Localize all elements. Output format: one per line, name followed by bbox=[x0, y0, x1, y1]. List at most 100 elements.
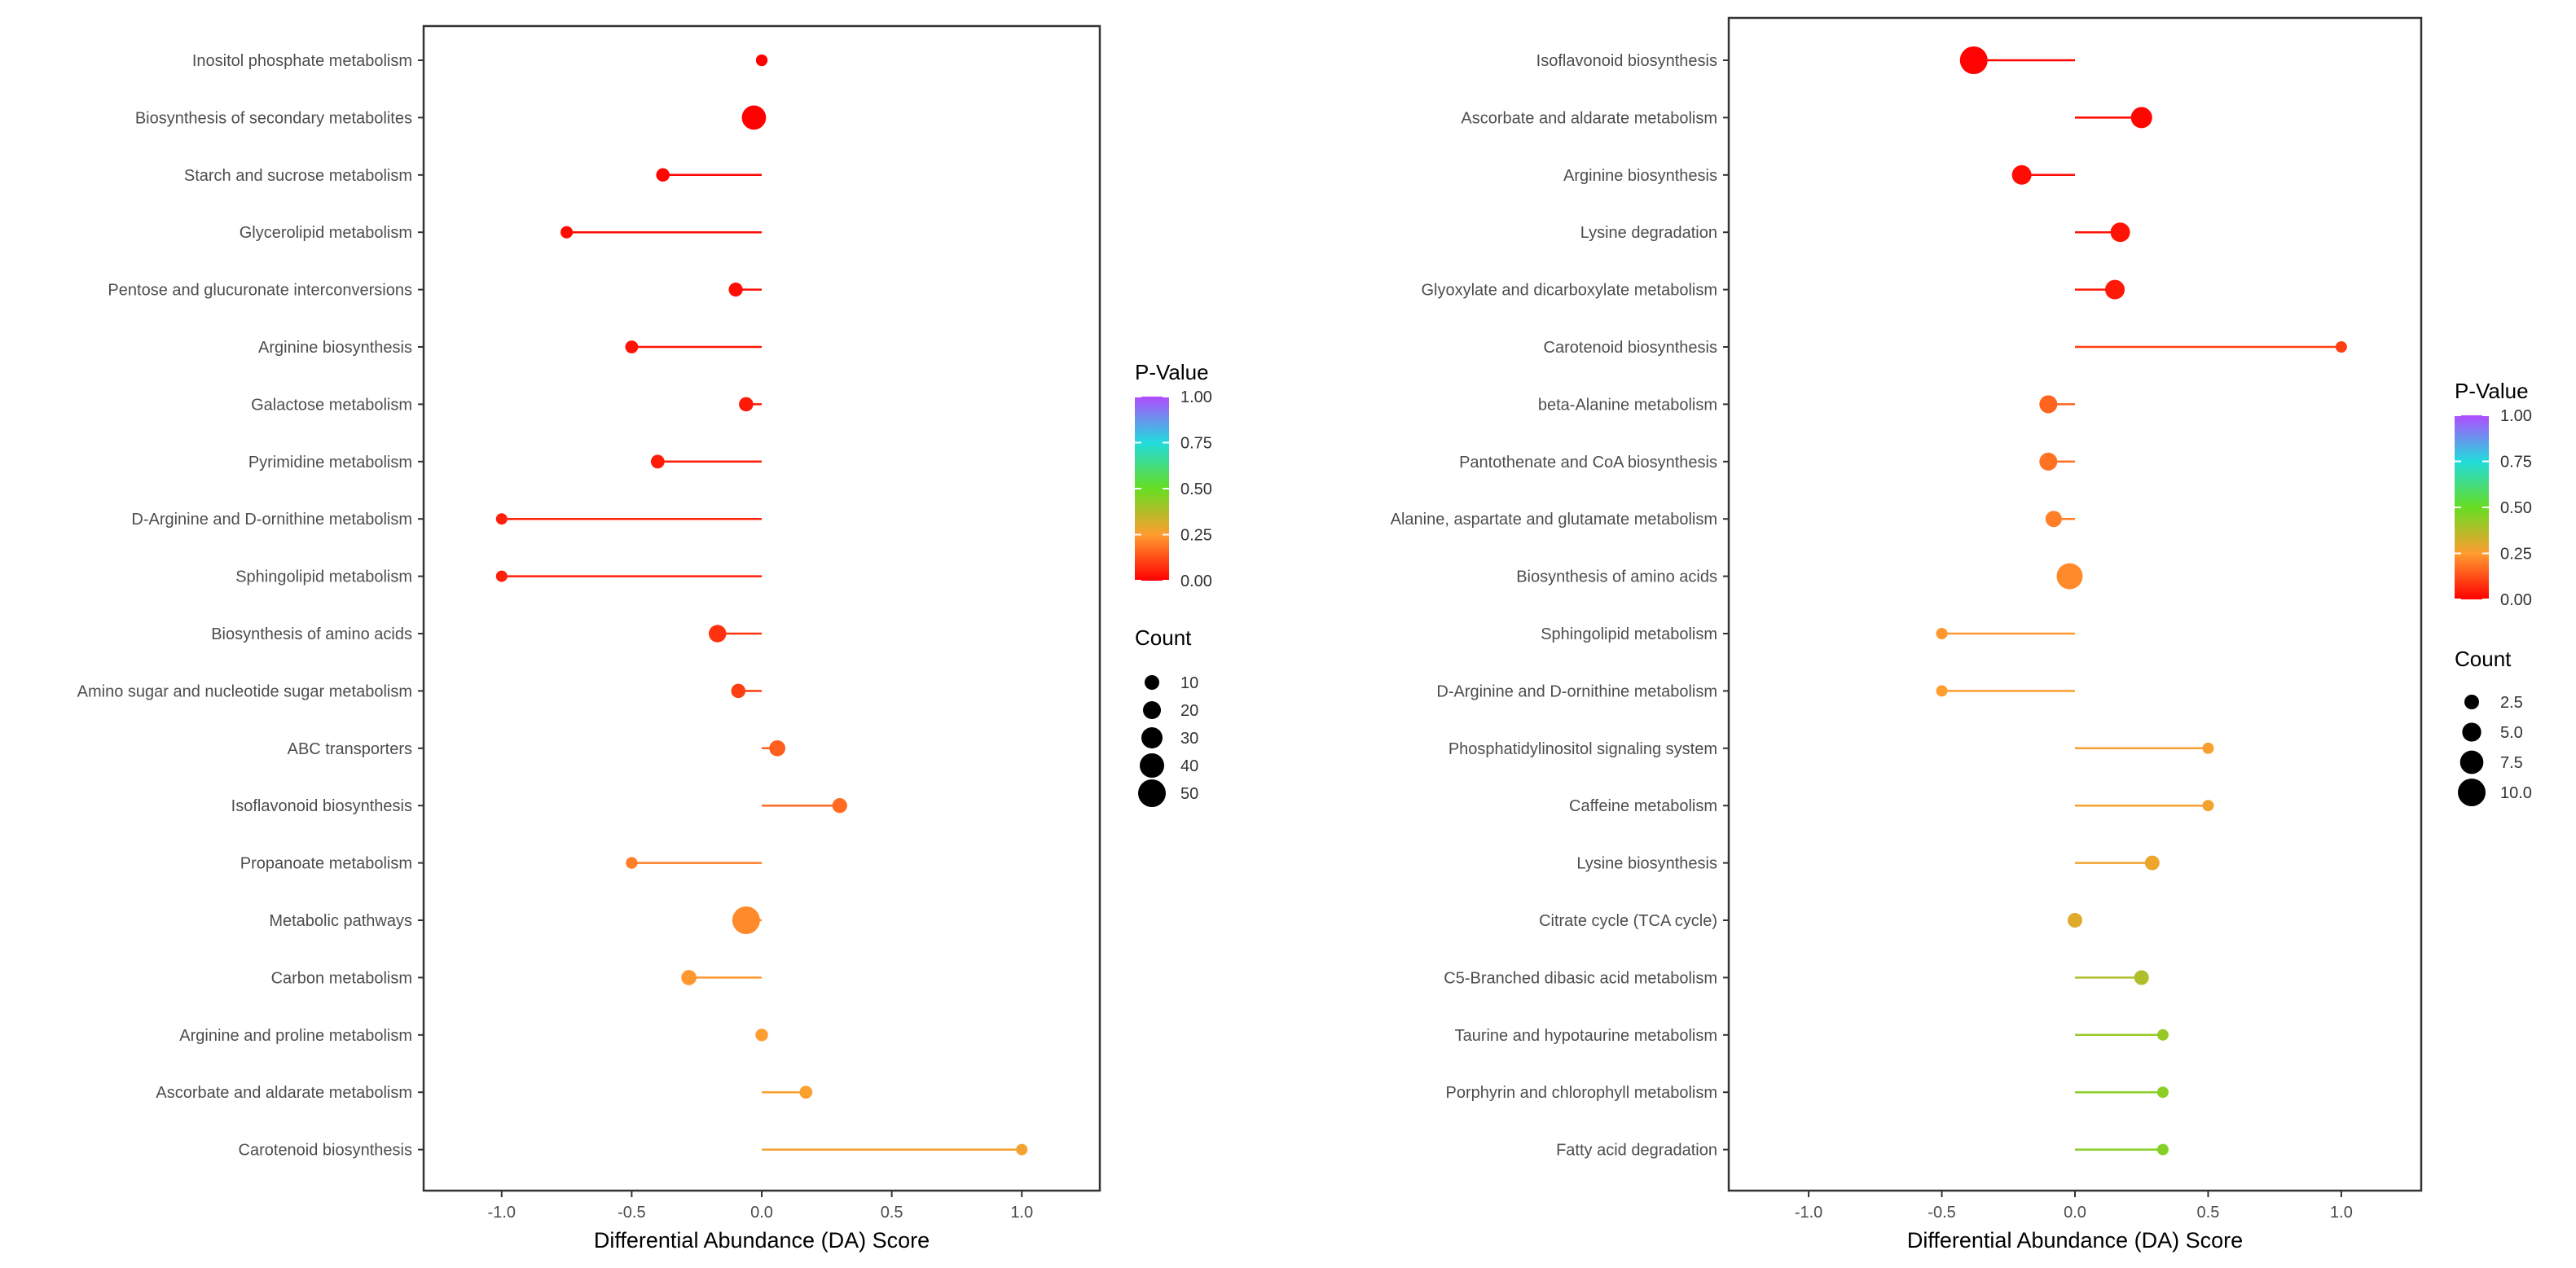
lollipop-point bbox=[2105, 279, 2125, 300]
x-tick-label: 0.5 bbox=[881, 1204, 903, 1222]
y-tick-label: D-Arginine and D-ornithine metabolism bbox=[1436, 682, 1717, 700]
lollipop-point bbox=[2039, 452, 2058, 471]
y-tick-label: Ascorbate and aldarate metabolism bbox=[1461, 109, 1717, 127]
count-legend-dot bbox=[1143, 701, 1161, 719]
lollipop-point bbox=[731, 683, 746, 699]
x-axis-title: Differential Abundance (DA) Score bbox=[1907, 1228, 2243, 1253]
y-tick-label: Glyoxylate and dicarboxylate metabolism bbox=[1421, 282, 1717, 300]
y-tick-label: C5-Branched dibasic acid metabolism bbox=[1444, 969, 1717, 987]
lollipop-point bbox=[1936, 628, 1948, 639]
count-legend-dot bbox=[2458, 779, 2486, 806]
y-tick-label: ABC transporters bbox=[288, 740, 412, 758]
lollipop-point bbox=[560, 226, 574, 239]
y-tick-label: Amino sugar and nucleotide sugar metabol… bbox=[77, 682, 412, 700]
lollipop-point bbox=[2156, 1143, 2169, 1156]
lollipop-point bbox=[2335, 341, 2347, 353]
y-tick-label: Porphyrin and chlorophyll metabolism bbox=[1446, 1084, 1718, 1102]
y-tick-label: Carbon metabolism bbox=[271, 969, 412, 987]
y-tick-label: Alanine, aspartate and glutamate metabol… bbox=[1391, 511, 1717, 529]
x-tick-label: 1.0 bbox=[2330, 1204, 2353, 1222]
count-legend-dot bbox=[1141, 727, 1163, 748]
colorbar-tick-label: 0.25 bbox=[2500, 546, 2532, 564]
y-tick-label: Starch and sucrose metabolism bbox=[184, 167, 412, 185]
y-tick-label: Inositol phosphate metabolism bbox=[192, 52, 412, 70]
y-tick-label: Citrate cycle (TCA cycle) bbox=[1539, 912, 1717, 930]
y-tick-label: Galactose metabolism bbox=[251, 396, 412, 414]
y-tick-label: Lysine biosynthesis bbox=[1576, 855, 1717, 873]
count-legend-label: 10.0 bbox=[2500, 784, 2532, 802]
colorbar-tick-label: 0.25 bbox=[1180, 527, 1212, 545]
chart-1: Inositol phosphate metabolism Biosynthesi… bbox=[77, 24, 1212, 1253]
y-tick-label: Arginine and proline metabolism bbox=[179, 1027, 412, 1045]
y-tick-label: Sphingolipid metabolism bbox=[1541, 625, 1717, 643]
lollipop-point bbox=[625, 340, 639, 353]
count-legend-dot bbox=[2464, 695, 2479, 709]
lollipop-point bbox=[650, 454, 665, 469]
pvalue-legend-title: P-Value bbox=[1135, 360, 1209, 384]
count-legend-label: 50 bbox=[1180, 785, 1198, 803]
lollipop-point bbox=[755, 54, 768, 67]
lollipop-point bbox=[626, 857, 638, 869]
y-tick-label: Pantothenate and CoA biosynthesis bbox=[1459, 454, 1717, 472]
lollipop-point bbox=[2202, 742, 2214, 754]
y-tick-label: Phosphatidylinositol signaling system bbox=[1448, 740, 1717, 758]
lollipop-point bbox=[741, 105, 767, 130]
colorbar-tick-label: 0.50 bbox=[2500, 499, 2532, 517]
lollipop-point bbox=[2068, 913, 2082, 928]
lollipop-point bbox=[2144, 855, 2160, 871]
y-tick-label: Carotenoid biosynthesis bbox=[239, 1142, 412, 1160]
lollipop-point bbox=[2011, 165, 2032, 185]
count-legend-dot bbox=[1145, 675, 1159, 690]
y-tick-label: D-Arginine and D-ornithine metabolism bbox=[131, 511, 412, 529]
x-tick-label: 0.5 bbox=[2197, 1204, 2220, 1222]
x-tick-label: -1.0 bbox=[488, 1204, 516, 1222]
lollipop-point bbox=[2045, 511, 2062, 528]
y-tick-label: Carotenoid biosynthesis bbox=[1544, 339, 1717, 357]
x-tick-label: 0.0 bbox=[2064, 1204, 2086, 1222]
y-tick-label: Metabolic pathways bbox=[269, 912, 412, 930]
count-legend-label: 10 bbox=[1180, 674, 1198, 692]
chart-2: Isoflavonoid biosynthesis Ascorbate and a… bbox=[1391, 16, 2532, 1253]
lollipop-point bbox=[495, 513, 508, 525]
lollipop-point bbox=[1959, 46, 1988, 74]
y-tick-label: Biosynthesis of amino acids bbox=[1516, 568, 1717, 586]
y-tick-label: Sphingolipid metabolism bbox=[235, 568, 412, 586]
lollipop-point bbox=[739, 397, 754, 412]
count-legend-title: Count bbox=[2455, 647, 2512, 671]
x-tick-label: -1.0 bbox=[1795, 1204, 1822, 1222]
y-tick-label: Fatty acid degradation bbox=[1556, 1142, 1717, 1160]
colorbar-tick-label: 1.00 bbox=[2500, 407, 2532, 425]
colorbar-tick-label: 0.75 bbox=[2500, 454, 2532, 472]
count-legend-label: 7.5 bbox=[2500, 754, 2523, 772]
lollipop-point bbox=[2039, 395, 2058, 414]
lollipop-point bbox=[495, 570, 508, 582]
lollipop-point bbox=[2056, 563, 2083, 590]
x-axis-title: Differential Abundance (DA) Score bbox=[594, 1228, 930, 1253]
y-tick-label: Pentose and glucuronate interconversions bbox=[108, 282, 412, 300]
lollipop-point bbox=[1936, 685, 1948, 697]
y-tick-label: Taurine and hypotaurine metabolism bbox=[1455, 1027, 1717, 1045]
count-legend-dot bbox=[2462, 722, 2481, 742]
count-legend-title: Count bbox=[1135, 625, 1192, 650]
colorbar-tick-label: 0.00 bbox=[1180, 573, 1212, 590]
count-legend-dot bbox=[2460, 750, 2484, 774]
colorbar-tick-label: 0.75 bbox=[1180, 435, 1212, 453]
y-tick-label: Caffeine metabolism bbox=[1569, 797, 1717, 815]
y-tick-label: Biosynthesis of secondary metabolites bbox=[135, 109, 412, 127]
colorbar-tick-label: 1.00 bbox=[1180, 388, 1212, 406]
lollipop-point bbox=[732, 906, 760, 934]
lollipop-point bbox=[1016, 1143, 1028, 1156]
y-tick-label: Arginine biosynthesis bbox=[1563, 167, 1717, 185]
lollipop-point bbox=[656, 168, 670, 182]
lollipop-point bbox=[728, 282, 743, 297]
lollipop-point bbox=[2134, 970, 2149, 985]
lollipop-point bbox=[2202, 800, 2214, 812]
count-legend-label: 2.5 bbox=[2500, 694, 2523, 712]
lollipop-point bbox=[799, 1086, 813, 1099]
lollipop-point bbox=[2156, 1086, 2169, 1099]
lollipop-point bbox=[2110, 222, 2130, 243]
count-legend-label: 40 bbox=[1180, 757, 1198, 775]
x-tick-label: 0.0 bbox=[750, 1204, 773, 1222]
lollipop-point bbox=[832, 798, 847, 814]
